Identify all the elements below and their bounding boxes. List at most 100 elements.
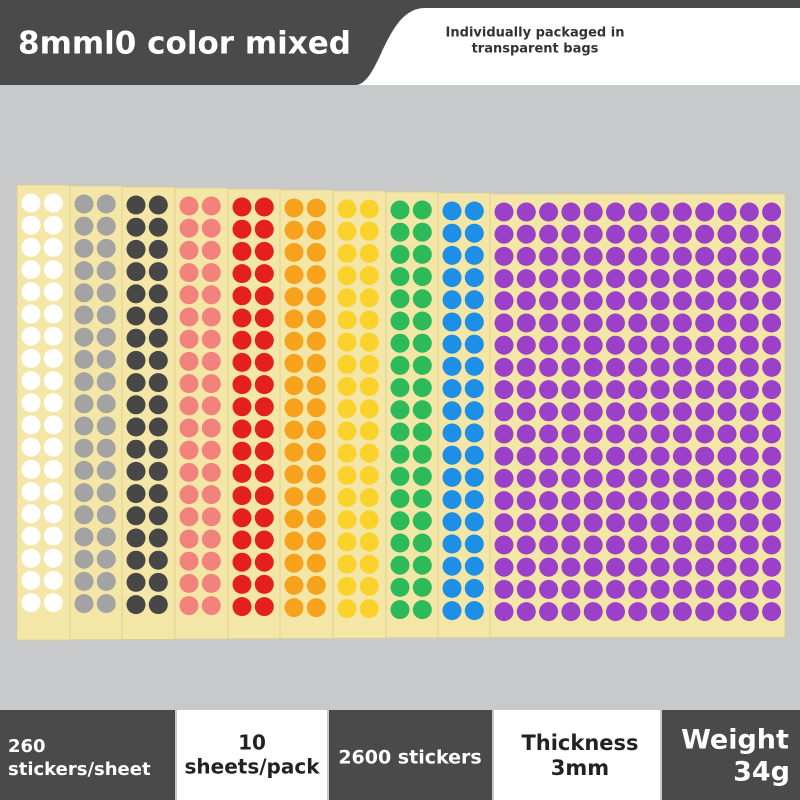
sticker-dot (201, 418, 221, 438)
spec-text: 2600 stickers (338, 747, 481, 769)
sticker-dot (583, 380, 603, 400)
sticker-dot (390, 422, 410, 442)
sticker-dot (337, 554, 357, 574)
sticker-dot (695, 446, 715, 466)
sticker-dot (284, 242, 304, 262)
sticker-dot (539, 202, 559, 222)
sticker-dot (126, 484, 146, 504)
sticker-dot (650, 579, 670, 599)
sticker-dot (739, 291, 759, 311)
sticker-dot (96, 438, 116, 458)
sticker-dot (539, 446, 559, 466)
sticker-dot (494, 380, 514, 400)
sticker-dot (583, 557, 603, 577)
sticker-dot (628, 424, 648, 444)
sticker-dot (494, 402, 514, 422)
sticker-dot (96, 527, 116, 547)
sticker-dot (306, 442, 326, 462)
sticker-dot (43, 526, 63, 546)
sticker-dot (96, 505, 116, 525)
sticker-dot (359, 377, 379, 397)
sticker-dot (628, 202, 648, 222)
sticker-dot (74, 261, 94, 281)
sticker-dot (412, 222, 432, 242)
sticker-dot (561, 357, 581, 377)
sticker-dot (516, 468, 536, 488)
sticker-dot (539, 380, 559, 400)
sticker-dot (201, 240, 221, 260)
sticker-dot (412, 489, 432, 509)
sticker-dot (717, 224, 737, 244)
sticker-dot (650, 557, 670, 577)
sticker-dot (21, 570, 41, 590)
sticker-dot (739, 513, 759, 533)
sticker-dot (516, 357, 536, 377)
sticker-dot (148, 328, 168, 348)
sticker-dot (672, 446, 692, 466)
sticker-dot (464, 201, 484, 221)
sticker-dot (201, 596, 221, 616)
sticker-dot (337, 465, 357, 485)
sticker-dot (359, 332, 379, 352)
sticker-dot (126, 195, 146, 215)
sticker-dot (628, 602, 648, 622)
sticker-dot (412, 333, 432, 353)
sticker-dot (254, 286, 274, 306)
sticker-dot (201, 196, 221, 216)
sticker-dot (672, 579, 692, 599)
sticker-dot (126, 417, 146, 437)
sticker-dot (337, 266, 357, 286)
sticker-dot (96, 571, 116, 591)
sticker-dot (43, 459, 63, 479)
sticker-dot (412, 600, 432, 620)
sticker-dot (695, 402, 715, 422)
sticker-dot (148, 439, 168, 459)
sticker-dot (762, 468, 782, 488)
sticker-dot (306, 309, 326, 329)
sticker-dot (359, 510, 379, 530)
sticker-dot (695, 224, 715, 244)
sticker-dot (306, 398, 326, 418)
sticker-dot (254, 241, 274, 261)
spec-text: sheets/pack (184, 755, 320, 779)
sticker-dot (628, 313, 648, 333)
sticker-dot (43, 548, 63, 568)
sticker-dot (561, 335, 581, 355)
sticker-dot (561, 579, 581, 599)
sticker-dot (494, 246, 514, 266)
sticker-dot (606, 446, 625, 466)
sticker-dot (672, 291, 692, 311)
sticker-dot (306, 531, 326, 551)
sticker-dot (74, 394, 94, 414)
sticker-dot (464, 601, 484, 621)
sticker-dot (126, 461, 146, 481)
sticker-dot (43, 570, 63, 590)
sticker-dot (583, 269, 603, 289)
sticker-dot (583, 424, 603, 444)
sticker-dot (179, 307, 199, 327)
sticker-dot (539, 357, 559, 377)
sticker-dot (284, 331, 304, 351)
sticker-dot (739, 468, 759, 488)
sticker-dot (232, 463, 252, 483)
sticker-dot (126, 217, 146, 237)
sticker-dot (464, 245, 484, 265)
sticker-dot (561, 535, 581, 555)
sticker-dot (539, 224, 559, 244)
sticker-dot (516, 535, 536, 555)
sticker-dot (695, 380, 715, 400)
sticker-dot (628, 579, 648, 599)
sticker-dot (464, 423, 484, 443)
sticker-dot (390, 444, 410, 464)
sticker-dot (201, 396, 221, 416)
sticker-dot (179, 263, 199, 283)
sticker-dot (96, 416, 116, 436)
sticker-dot (539, 313, 559, 333)
sticker-dot (254, 530, 274, 550)
sticker-dot (179, 418, 199, 438)
sticker-dot (306, 265, 326, 285)
sticker-dot (583, 402, 603, 422)
sticker-dot (179, 218, 199, 238)
sticker-dot (628, 269, 648, 289)
